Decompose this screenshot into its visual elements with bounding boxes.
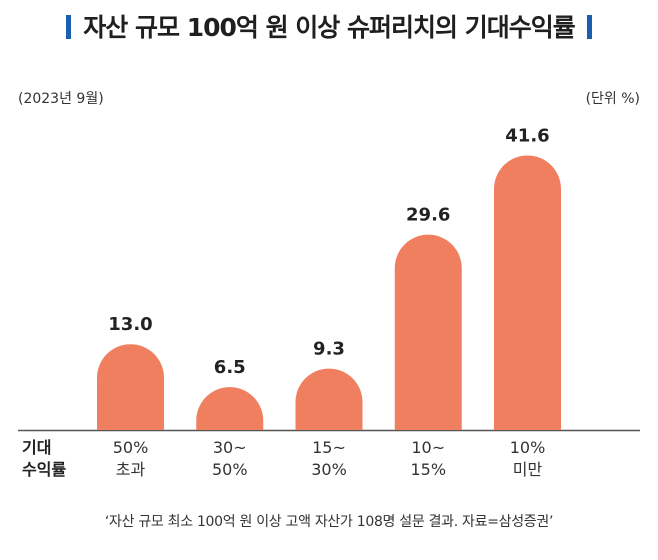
- category-label-line: 30~: [212, 438, 247, 457]
- category-label-0: 50% 초과: [91, 437, 171, 481]
- title-accent-bar-right: [586, 15, 592, 39]
- bar-0: [97, 344, 164, 430]
- category-label-line: 15%: [410, 460, 447, 479]
- category-label-line: 15~: [312, 438, 346, 457]
- category-header: 기대 수익률: [22, 437, 66, 481]
- category-label-line: 50%: [211, 460, 248, 479]
- category-label-3: 10~ 15%: [388, 437, 468, 481]
- category-label-2: 15~ 30%: [289, 437, 369, 481]
- category-label-line: 10%: [509, 438, 546, 457]
- bar-1: [196, 387, 264, 430]
- category-label-line: 50%: [112, 438, 149, 457]
- category-label-line: 초과: [115, 460, 146, 479]
- chart-title-text: 자산 규모 100억 원 이상 슈퍼리치의 기대수익률: [83, 13, 575, 42]
- category-label-4: 10% 미만: [488, 437, 568, 481]
- source-note: ‘자산 규모 최소 100억 원 이상 고액 자산가 108명 설문 결과. 자…: [104, 514, 554, 530]
- data-label-4: 41.6: [505, 125, 549, 146]
- category-header-line2: 수익률: [22, 460, 67, 479]
- category-label-line: 30%: [311, 460, 347, 479]
- category-header-line1: 기대: [22, 438, 52, 457]
- chart-title: 자산 규모 100억 원 이상 슈퍼리치의 기대수익률: [0, 8, 658, 44]
- data-label-3: 29.6: [406, 205, 450, 226]
- category-label-line: 미만: [512, 460, 543, 479]
- bar-4: [494, 155, 561, 430]
- unit-note: (단위 %): [585, 91, 640, 107]
- category-label-1: 30~ 50%: [190, 437, 270, 481]
- category-label-line: 10~: [411, 438, 446, 457]
- bar-3: [394, 234, 462, 430]
- data-label-1: 6.5: [214, 357, 246, 378]
- date-note: (2023년 9월): [18, 91, 104, 107]
- bar-2: [295, 368, 363, 430]
- data-label-0: 13.0: [108, 314, 152, 335]
- title-accent-bar-left: [66, 15, 72, 39]
- data-label-2: 9.3: [313, 339, 345, 360]
